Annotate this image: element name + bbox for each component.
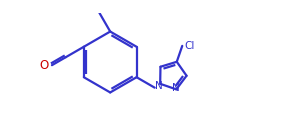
Text: N: N xyxy=(173,83,180,93)
Text: N: N xyxy=(155,81,163,91)
Text: O: O xyxy=(39,59,48,72)
Text: Cl: Cl xyxy=(184,41,195,51)
